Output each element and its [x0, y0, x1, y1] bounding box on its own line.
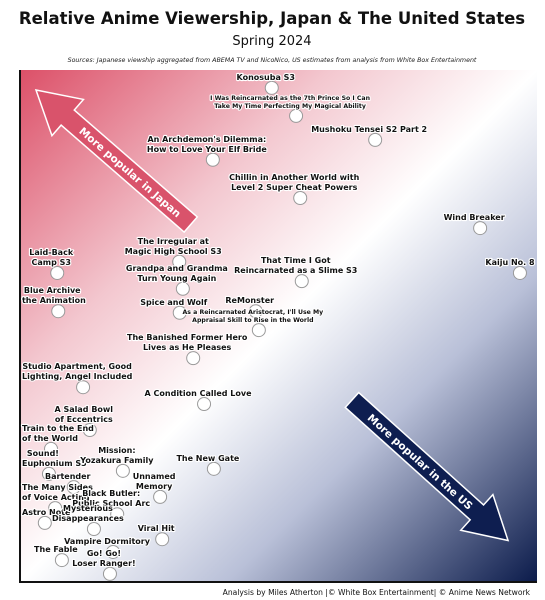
point-label: Lives as He Pleases: [143, 343, 231, 352]
point-label: Blue Archive: [24, 286, 81, 295]
point-label: The Banished Former Hero: [127, 333, 248, 342]
point: [197, 397, 212, 412]
point: [294, 274, 309, 289]
point: [110, 507, 125, 522]
point-label: Mission:: [98, 446, 135, 455]
point: [186, 351, 201, 366]
point: [41, 466, 56, 481]
point-label: A Salad Bowl: [55, 405, 114, 414]
point: [368, 132, 383, 147]
point-label: Magic High School S3: [125, 247, 222, 256]
point-label: of Voice Acting: [22, 493, 90, 502]
point: [50, 265, 65, 280]
point-label: Bartender: [45, 472, 91, 481]
point-label: Laid-Back: [29, 248, 74, 257]
point-label: the Animation: [22, 296, 86, 305]
point-label: Euphonium S3: [22, 459, 87, 468]
point-label: Train to the End: [22, 424, 94, 433]
point: [512, 265, 527, 280]
point-label: Disappearances: [52, 514, 124, 523]
point-label: Sound!: [27, 449, 59, 458]
point-label: The Fable: [34, 545, 78, 554]
point-label: An Archdemon's Dilemma:: [147, 135, 266, 144]
arrow-shape: [34, 89, 199, 234]
point: [102, 566, 117, 581]
point-label: Mushoku Tensei S2 Part 2: [311, 125, 427, 134]
point: [66, 480, 81, 495]
point: [115, 463, 130, 478]
point-label: Viral Hit: [138, 524, 175, 533]
point-label: Unnamed: [133, 472, 176, 481]
point-label: A Condition Called Love: [145, 389, 253, 398]
point: [86, 522, 101, 536]
point-label: Loser Ranger!: [72, 559, 136, 568]
point: [76, 380, 91, 395]
point-label: ReMonster: [225, 296, 274, 305]
point-label: Reincarnated as a Slime S3: [234, 266, 357, 275]
point-label: The Many Sides: [22, 483, 93, 492]
point-label: Lighting, Angel Included: [22, 372, 133, 381]
point-label: Kaiju No. 8: [485, 258, 535, 267]
point-label: Level 2 Super Cheat Powers: [231, 183, 358, 192]
point-label: Appraisal Skill to Rise in the World: [192, 317, 313, 324]
point: [82, 423, 97, 438]
point-label: Public School Arc: [72, 499, 150, 508]
point-label: Take My Time Perfecting My Magical Abili…: [214, 103, 366, 110]
point-label: As a Reincarnated Aristocrat, I'll Use M…: [182, 309, 323, 316]
point: [289, 108, 304, 123]
point-label: of the World: [22, 434, 78, 443]
point: [155, 532, 170, 547]
point: [54, 553, 69, 568]
point-label: Camp S3: [31, 258, 70, 267]
chart-subtitle: Spring 2024: [232, 34, 311, 49]
chart-title: Relative Anime Viewership, Japan & The U…: [19, 9, 525, 28]
point-label: Mysterious: [63, 504, 113, 513]
point-label: Chillin in Another World with: [229, 173, 359, 182]
point: [175, 281, 190, 296]
point-label: Yozakura Family: [79, 456, 154, 465]
point-label: Go! Go!: [87, 549, 121, 558]
point: [248, 304, 263, 319]
footer: Analysis by Miles Atherton |© White Box …: [223, 588, 531, 597]
point-label: Vampire Dormitory: [64, 537, 151, 546]
point-label: The New Gate: [176, 454, 239, 463]
point-label: Astro Note: [22, 508, 71, 517]
point-label: I Was Reincarnated as the 7th Prince So …: [210, 95, 370, 102]
point: [206, 461, 221, 476]
point-label: of Eccentrics: [55, 415, 113, 424]
point: [293, 191, 308, 206]
point: [51, 304, 66, 319]
point: [44, 441, 59, 456]
point-label: That Time I Got: [261, 256, 331, 265]
point: [205, 152, 220, 167]
point: [251, 323, 266, 338]
point-label: The Irregular at: [138, 237, 209, 246]
point-label: Turn Young Again: [137, 274, 216, 283]
point: [106, 544, 121, 559]
point: [172, 254, 187, 269]
point-label: Memory: [136, 482, 173, 491]
point: [172, 305, 187, 320]
point: [37, 515, 52, 530]
point-label: Black Butler:: [82, 489, 140, 498]
point-label: How to Love Your Elf Bride: [147, 145, 267, 154]
point-label: Grandpa and Grandma: [126, 264, 228, 273]
point: [264, 80, 279, 95]
arrow-shape: [344, 391, 510, 542]
point: [153, 489, 168, 504]
point: [473, 221, 488, 236]
point-label: Konosuba S3: [237, 73, 295, 82]
point-label: Wind Breaker: [444, 213, 505, 222]
point: [48, 501, 63, 516]
point-label: Studio Apartment, Good: [22, 362, 132, 371]
source-note: Sources: Japanese viewship aggregated fr…: [68, 56, 477, 64]
point-label: Spice and Wolf: [140, 298, 208, 307]
points: Konosuba S3 I Was Reincarnated as the 7th…: [21, 72, 536, 581]
